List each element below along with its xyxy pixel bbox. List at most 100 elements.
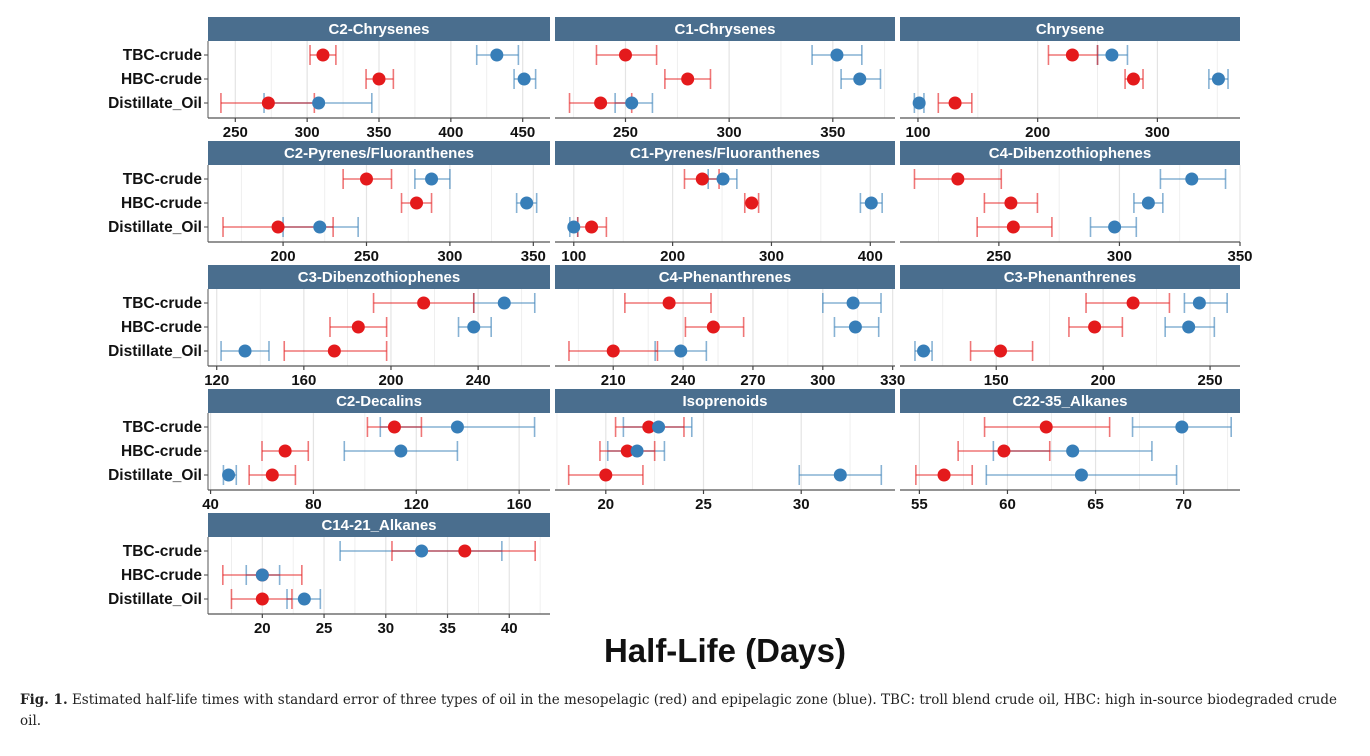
mesopelagic-point [327, 344, 341, 358]
caption-label: Fig. 1. [20, 692, 68, 708]
x-tick-label: 200 [1025, 124, 1050, 141]
epipelagic-point [848, 320, 862, 334]
x-tick-label: 120 [404, 496, 429, 513]
epipelagic-point [833, 468, 847, 482]
x-tick-label: 25 [695, 496, 712, 513]
epipelagic-point [864, 196, 878, 210]
x-tick-label: 240 [671, 372, 696, 389]
x-tick-label: 80 [305, 496, 322, 513]
y-category-label: TBC-crude [123, 543, 203, 560]
facet-panel: C2-Decalins 40 80 120 160 TBC-crude HBC-crude D… [108, 389, 550, 513]
x-tick-label: 25 [316, 620, 333, 637]
mesopelagic-point [1065, 48, 1079, 62]
y-category-label: HBC-crude [121, 567, 202, 584]
facet-header [208, 513, 550, 537]
x-tick-label: 350 [1227, 248, 1252, 265]
x-tick-label: 120 [204, 372, 229, 389]
x-tick-label: 350 [521, 248, 546, 265]
mesopelagic-point [642, 420, 656, 434]
x-tick-label: 400 [438, 124, 463, 141]
x-tick-label: 70 [1175, 496, 1192, 513]
figure-caption: Fig. 1. Estimated half-life times with s… [20, 690, 1340, 732]
x-axis-title: Half-Life (Days) [604, 632, 846, 669]
epipelagic-point [674, 344, 688, 358]
mesopelagic-point [681, 72, 695, 86]
facet-title: C3-Dibenzothiophenes [298, 269, 461, 286]
x-tick-label: 150 [984, 372, 1009, 389]
mesopelagic-point [271, 220, 285, 234]
epipelagic-point [394, 444, 408, 458]
epipelagic-point [425, 172, 439, 186]
x-tick-label: 60 [999, 496, 1016, 513]
facet-title: C2-Chrysenes [329, 21, 430, 38]
facet-header [555, 389, 895, 413]
mesopelagic-point [316, 48, 330, 62]
epipelagic-point [1182, 320, 1196, 334]
caption-text: Estimated half-life times with standard … [20, 692, 1337, 729]
x-tick-label: 200 [378, 372, 403, 389]
epipelagic-point [238, 344, 252, 358]
x-tick-label: 250 [1198, 372, 1223, 389]
facet-title: C3-Phenanthrenes [1004, 269, 1137, 286]
x-tick-label: 240 [466, 372, 491, 389]
epipelagic-point [297, 592, 311, 606]
mesopelagic-point [620, 444, 634, 458]
mesopelagic-point [594, 96, 608, 110]
facet-panel: C2-Chrysenes 250 300 350 400 450 TBC-crude HBC-… [108, 17, 550, 141]
mesopelagic-point [695, 172, 709, 186]
x-tick-label: 300 [810, 372, 835, 389]
epipelagic-point [716, 172, 730, 186]
epipelagic-point [1108, 220, 1122, 234]
epipelagic-point [313, 220, 327, 234]
y-category-label: Distillate_Oil [108, 467, 202, 484]
x-tick-label: 65 [1087, 496, 1104, 513]
facet-panel: C4-Dibenzothiophenes 250 300 350 [900, 141, 1253, 265]
epipelagic-point [853, 72, 867, 86]
epipelagic-point [1141, 196, 1155, 210]
epipelagic-point [917, 344, 931, 358]
mesopelagic-point [997, 444, 1011, 458]
mesopelagic-point [387, 420, 401, 434]
y-category-label: Distillate_Oil [108, 219, 202, 236]
facet-header [555, 141, 895, 165]
epipelagic-point [912, 96, 926, 110]
epipelagic-point [1185, 172, 1199, 186]
epipelagic-point [517, 72, 531, 86]
facet-panel: C3-Phenanthrenes 150 200 250 [900, 265, 1240, 389]
x-tick-label: 30 [377, 620, 394, 637]
x-tick-label: 20 [597, 496, 614, 513]
epipelagic-point [490, 48, 504, 62]
mesopelagic-point [265, 468, 279, 482]
y-category-label: Distillate_Oil [108, 95, 202, 112]
mesopelagic-point [1088, 320, 1102, 334]
mesopelagic-point [1126, 72, 1140, 86]
mesopelagic-point [599, 468, 613, 482]
mesopelagic-point [278, 444, 292, 458]
facet-title: C14-21_Alkanes [321, 517, 436, 534]
x-tick-label: 30 [793, 496, 810, 513]
x-tick-label: 160 [291, 372, 316, 389]
mesopelagic-point [745, 196, 759, 210]
mesopelagic-point [706, 320, 720, 334]
facet-header [900, 389, 1240, 413]
mesopelagic-point [359, 172, 373, 186]
epipelagic-point [625, 96, 639, 110]
epipelagic-point [1066, 444, 1080, 458]
mesopelagic-point [1126, 296, 1140, 310]
epipelagic-point [846, 296, 860, 310]
epipelagic-point [1211, 72, 1225, 86]
facet-title: C4-Phenanthrenes [659, 269, 792, 286]
y-category-label: HBC-crude [121, 71, 202, 88]
epipelagic-point [520, 196, 534, 210]
mesopelagic-point [458, 544, 472, 558]
x-tick-label: 400 [858, 248, 883, 265]
x-tick-label: 450 [510, 124, 535, 141]
epipelagic-point [450, 420, 464, 434]
facet-header [208, 17, 550, 41]
x-tick-label: 20 [254, 620, 271, 637]
facet-title: C22-35_Alkanes [1012, 393, 1127, 410]
mesopelagic-point [951, 172, 965, 186]
mesopelagic-point [1004, 196, 1018, 210]
epipelagic-point [652, 420, 666, 434]
